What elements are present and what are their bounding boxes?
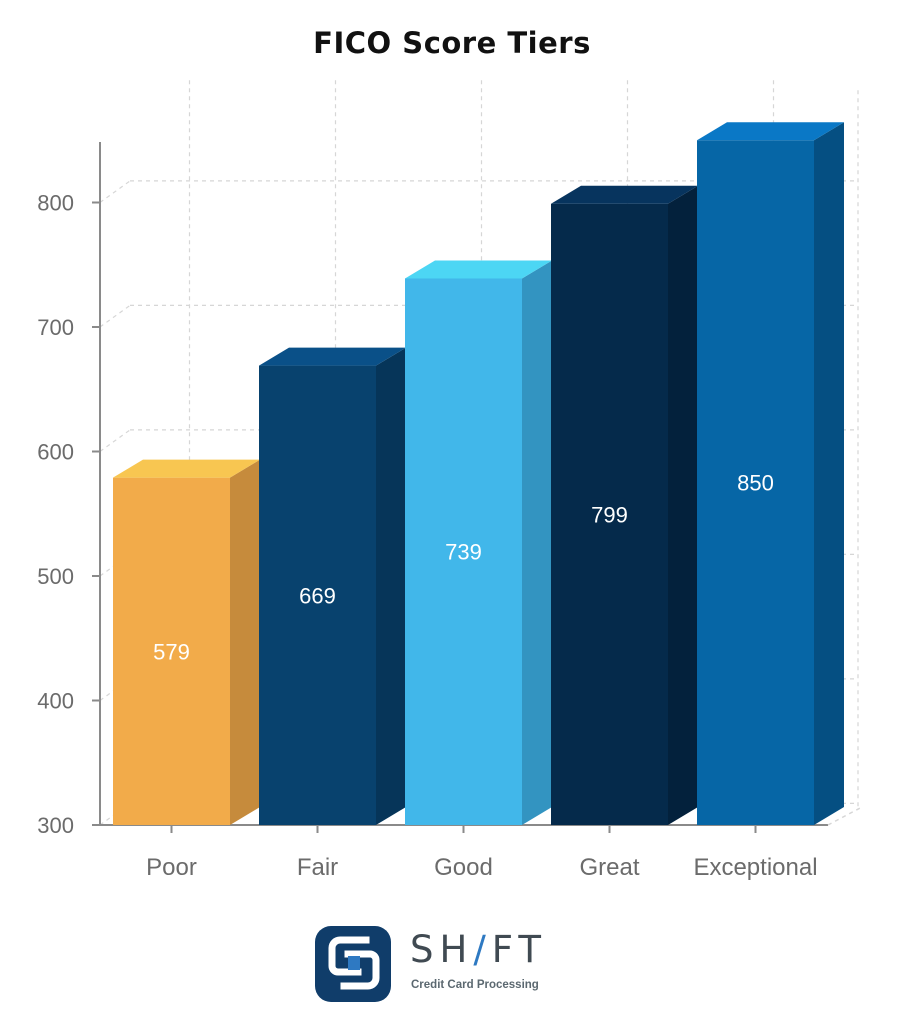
bars — [113, 122, 844, 825]
bar-great — [551, 185, 698, 825]
bar-fair — [259, 347, 406, 825]
bar-side — [230, 459, 260, 825]
y-tick-label: 600 — [37, 440, 74, 465]
chart-plot: 300 400 500 600 700 800 Poor 579 Fair 669 Good 739 G… — [37, 80, 863, 882]
y-tick-label: 800 — [37, 191, 74, 216]
bar-side — [814, 122, 844, 825]
chart-title: FICO Score Tiers — [313, 26, 591, 60]
bar-front — [697, 140, 814, 825]
x-tick-label: Exceptional — [693, 854, 817, 881]
wordmark-part-1: SH — [410, 928, 474, 971]
bar-exceptional — [697, 122, 844, 825]
bar-poor — [113, 459, 260, 825]
gridline-floor-diagonal — [99, 304, 131, 328]
y-tick-label: 500 — [37, 564, 74, 589]
bar-top — [405, 260, 552, 279]
x-tick-label: Fair — [297, 854, 338, 881]
gridline-floor-diagonal — [99, 180, 131, 203]
y-tick-label: 400 — [37, 689, 74, 714]
x-tick-label: Good — [434, 854, 493, 881]
shift-tagline: Credit Card Processing — [411, 979, 539, 991]
bar-side — [668, 185, 698, 825]
bar-top — [259, 347, 406, 366]
y-tick-label: 300 — [37, 813, 74, 838]
bar-side — [522, 260, 552, 825]
shift-logo: SH/FT Credit Card Processing — [314, 924, 574, 1004]
labels: 300 400 500 600 700 800 Poor 579 Fair 669 Good 739 G… — [37, 191, 817, 882]
bar-top — [697, 122, 844, 141]
wordmark-part-2: FT — [491, 928, 548, 971]
x-tick-label: Poor — [146, 854, 197, 881]
floor-edge — [827, 806, 863, 826]
x-tick-label: Great — [579, 854, 639, 881]
bar-front — [405, 278, 522, 825]
bar-front — [259, 365, 376, 825]
wordmark-slash: / — [473, 928, 492, 971]
data-label: 799 — [591, 502, 628, 527]
bar-top — [551, 185, 698, 204]
data-label: 850 — [737, 471, 774, 496]
bar-side — [376, 347, 406, 825]
shift-wordmark: SH/FT — [410, 928, 547, 971]
bar-front — [113, 477, 230, 825]
bar-front — [551, 203, 668, 825]
data-label: 739 — [445, 540, 482, 565]
bar-good — [405, 260, 552, 825]
data-label: 579 — [153, 639, 190, 664]
y-tick-label: 700 — [37, 315, 74, 340]
data-label: 669 — [299, 583, 336, 608]
bar-top — [113, 459, 260, 478]
gridline-floor-diagonal — [99, 429, 131, 452]
shift-logo-mark — [315, 926, 391, 1002]
